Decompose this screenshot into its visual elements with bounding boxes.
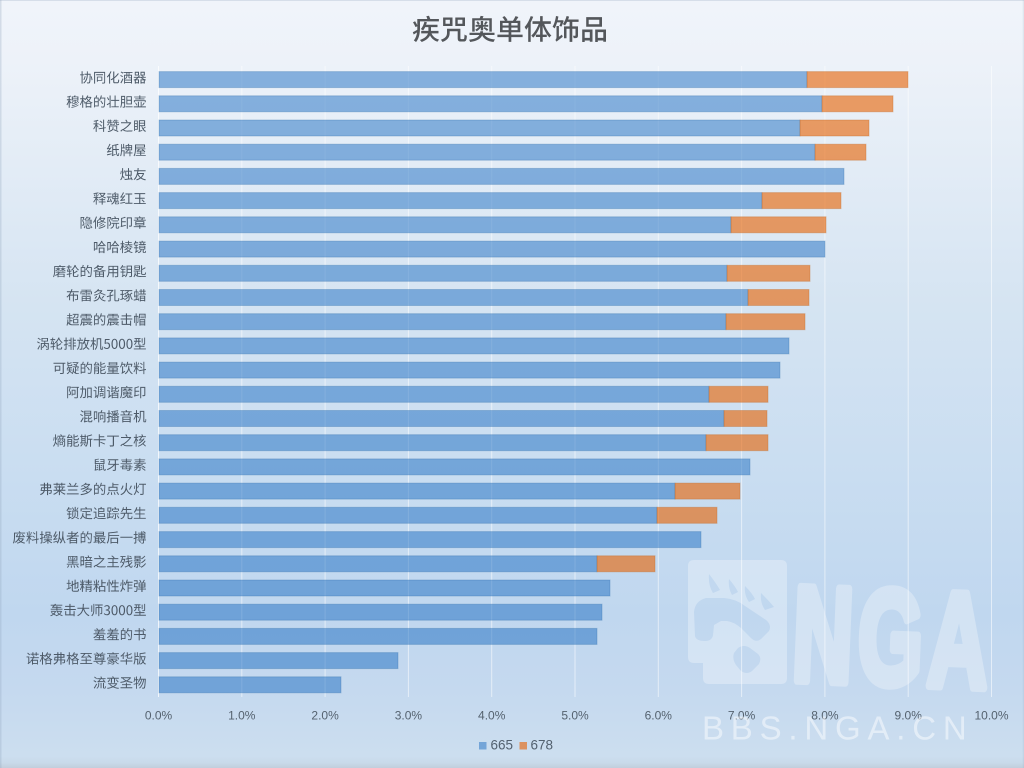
- svg-text:665: 665: [491, 738, 514, 753]
- svg-text:1.0%: 1.0%: [228, 709, 256, 723]
- svg-text:4.0%: 4.0%: [478, 709, 506, 723]
- svg-text:NGA: NGA: [790, 558, 997, 717]
- svg-text:6.0%: 6.0%: [645, 709, 673, 723]
- svg-text:7.0%: 7.0%: [728, 709, 756, 723]
- svg-text:8.0%: 8.0%: [811, 709, 839, 723]
- svg-text:9.0%: 9.0%: [895, 709, 923, 723]
- svg-text:2.0%: 2.0%: [311, 709, 339, 723]
- svg-text:10.0%: 10.0%: [974, 709, 1008, 723]
- svg-text:678: 678: [531, 738, 554, 753]
- svg-text:BBS.NGA.CN: BBS.NGA.CN: [702, 710, 974, 747]
- svg-text:3.0%: 3.0%: [395, 709, 423, 723]
- svg-text:5.0%: 5.0%: [561, 709, 589, 723]
- svg-text:0.0%: 0.0%: [145, 709, 173, 723]
